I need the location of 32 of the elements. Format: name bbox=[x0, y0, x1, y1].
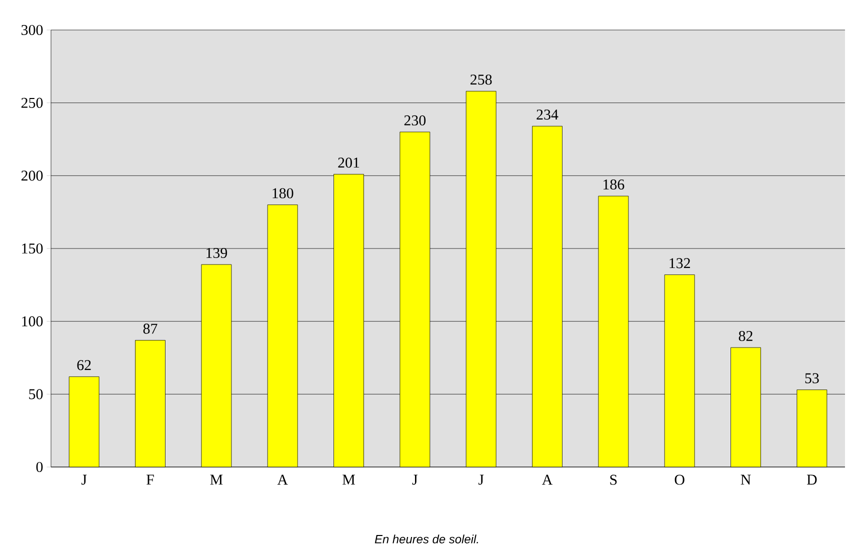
y-tick-label: 50 bbox=[29, 389, 43, 400]
x-tick-label: S bbox=[610, 474, 617, 485]
x-tick-label: J bbox=[81, 474, 87, 485]
data-label: 139 bbox=[206, 248, 228, 258]
x-tick-label: M bbox=[210, 474, 223, 485]
x-tick-label: M bbox=[342, 474, 355, 485]
data-label: 234 bbox=[536, 110, 558, 120]
y-tick-label: 200 bbox=[21, 170, 43, 181]
y-tick-label: 100 bbox=[22, 316, 43, 326]
data-label: 82 bbox=[738, 330, 752, 342]
data-label: 201 bbox=[338, 158, 360, 168]
y-tick-label: 250 bbox=[21, 98, 43, 108]
data-label: 180 bbox=[272, 188, 294, 198]
text: En heures de soleil. bbox=[374, 534, 478, 544]
data-label: 186 bbox=[604, 179, 624, 190]
y-tick-label: 0 bbox=[36, 462, 43, 472]
data-label: 230 bbox=[404, 115, 426, 126]
x-tick-label: O bbox=[674, 474, 684, 485]
x-tick-label: N bbox=[740, 474, 751, 485]
x-tick-label: A bbox=[542, 474, 553, 485]
x-tick-label: F bbox=[146, 474, 154, 485]
data-label: 87 bbox=[143, 324, 158, 334]
data-label: 258 bbox=[470, 74, 492, 85]
x-tick-label: D bbox=[806, 474, 817, 485]
y-tick-label: 300 bbox=[22, 24, 43, 36]
x-tick-label: A bbox=[277, 474, 288, 485]
data-label: 62 bbox=[77, 360, 91, 370]
data-label: 53 bbox=[805, 373, 819, 384]
y-tick-label: 150 bbox=[22, 243, 43, 254]
x-tick-label: J bbox=[478, 474, 484, 485]
data-label: 132 bbox=[670, 258, 690, 268]
x-tick-label: J bbox=[412, 474, 418, 485]
